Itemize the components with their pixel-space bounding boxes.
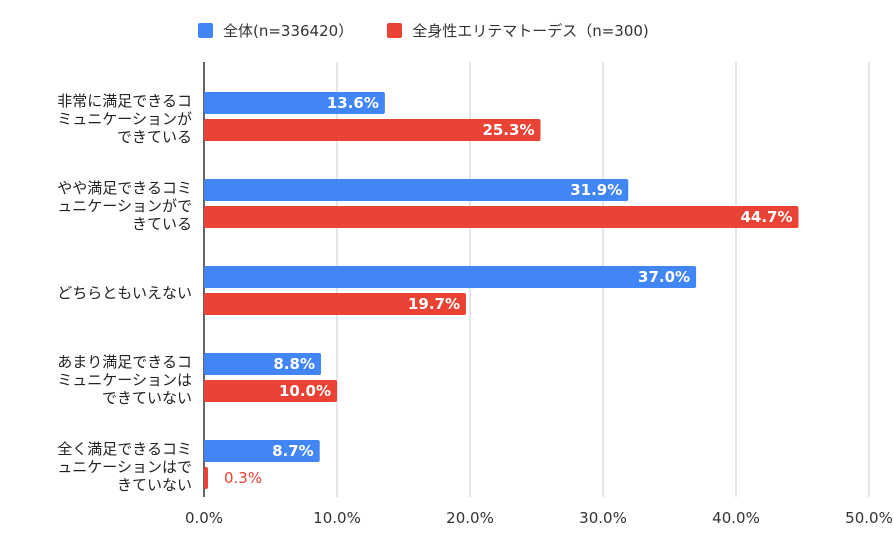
data-label: 10.0% <box>279 382 331 400</box>
x-tick-label: 50.0% <box>845 509 893 527</box>
data-label: 13.6% <box>327 94 379 112</box>
legend-item-sle: 全身性エリテマトーデス（n=300) <box>387 20 649 41</box>
data-label: 19.7% <box>408 295 460 313</box>
legend-swatch-sle <box>387 23 403 38</box>
category-label-line: きていない <box>116 476 192 494</box>
bar-sle <box>204 293 467 315</box>
data-label: 44.7% <box>740 208 792 226</box>
category-label: あまり満足できるコ ミュニケーションは できていない <box>12 353 192 407</box>
bar-sle <box>204 467 208 489</box>
category-label: やや満足できるコミ ュニケーションがで きている <box>12 179 192 233</box>
bar-overall <box>204 179 629 201</box>
x-tick-label: 30.0% <box>579 509 627 527</box>
category-label-line: あまり満足できるコ <box>57 353 192 371</box>
legend: 全体(n=336420） 全身性エリテマトーデス（n=300) <box>198 20 683 41</box>
category-label-line: できていない <box>101 389 192 407</box>
category-label-line: できている <box>116 128 192 146</box>
x-tick-label: 0.0% <box>185 509 223 527</box>
category-label-line: 非常に満足できるコ <box>57 92 192 110</box>
bar-overall <box>204 440 320 462</box>
data-label: 8.7% <box>272 442 314 460</box>
category-label: 全く満足できるコミ ュニケーションはで きていない <box>12 440 192 494</box>
data-label: 25.3% <box>482 121 534 139</box>
category-label-line: ュニケーションはで <box>57 458 192 476</box>
data-label: 0.3% <box>224 469 262 487</box>
bar-overall <box>204 92 385 114</box>
category-label-line: ミュニケーションが <box>57 110 192 128</box>
category-label-line: きている <box>131 215 192 233</box>
category-label-line: ュニケーションがで <box>57 197 192 215</box>
category-label-line: やや満足できるコミ <box>57 179 192 197</box>
bar-overall <box>204 353 322 375</box>
bar-sle <box>204 206 799 228</box>
bar-sle <box>204 119 541 141</box>
x-tick-label: 20.0% <box>446 509 494 527</box>
legend-item-overall: 全体(n=336420） <box>198 20 353 41</box>
category-label-line: 全く満足できるコミ <box>57 440 192 458</box>
category-label: どちらともいえない <box>12 284 192 302</box>
x-tick-label: 10.0% <box>313 509 361 527</box>
category-label-line: どちらともいえない <box>57 284 192 302</box>
data-label: 37.0% <box>638 268 690 286</box>
category-label-line: ミュニケーションは <box>57 371 192 389</box>
legend-swatch-overall <box>198 23 213 38</box>
category-label: 非常に満足できるコ ミュニケーションが できている <box>12 92 192 146</box>
bar-overall <box>204 266 697 288</box>
x-tick-label: 40.0% <box>712 509 760 527</box>
legend-label-sle: 全身性エリテマトーデス（n=300) <box>412 22 649 40</box>
data-label: 8.8% <box>273 355 315 373</box>
bar-sle <box>204 380 337 402</box>
data-label: 31.9% <box>570 181 622 199</box>
legend-label-overall: 全体(n=336420） <box>223 22 354 40</box>
